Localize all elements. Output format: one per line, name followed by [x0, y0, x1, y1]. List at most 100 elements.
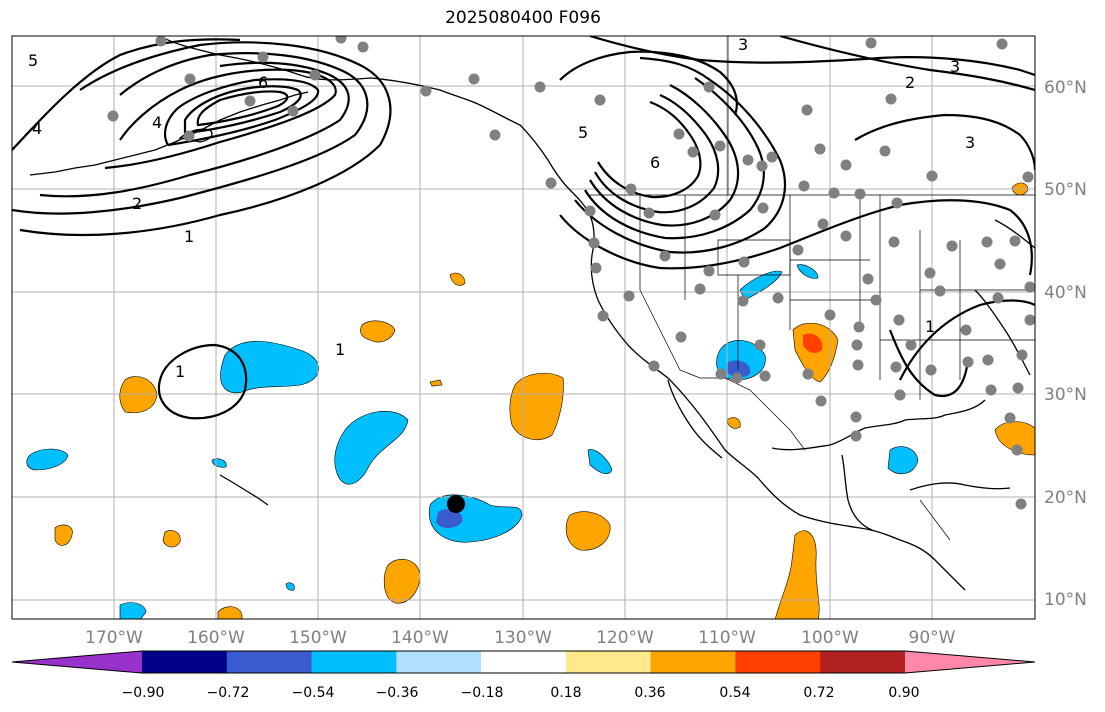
- contour-label: 3: [950, 57, 960, 76]
- lat-label: 50°N: [1044, 180, 1087, 200]
- colorbar: [11, 650, 1036, 674]
- lon-label: 170°W: [85, 628, 143, 648]
- contour-label: 3: [965, 133, 975, 152]
- station-dot: [709, 209, 721, 221]
- station-dot: [287, 105, 299, 117]
- station-dot: [675, 331, 687, 343]
- contour-label: 2: [132, 194, 142, 213]
- station-dot: [817, 218, 829, 230]
- lon-label: 140°W: [391, 628, 449, 648]
- lon-label: 120°W: [596, 628, 654, 648]
- station-dot: [934, 285, 946, 297]
- station-dot: [597, 310, 609, 322]
- anomaly-region: [119, 376, 158, 414]
- station-dot: [731, 372, 743, 384]
- station-dot: [801, 104, 813, 116]
- anomaly-region: [360, 320, 396, 343]
- station-dot: [981, 236, 993, 248]
- station-dot: [694, 283, 706, 295]
- station-dot: [183, 130, 195, 142]
- station-dot: [643, 207, 655, 219]
- anomaly-region: [383, 558, 421, 604]
- station-dot: [756, 160, 768, 172]
- station-dot: [924, 267, 936, 279]
- contour-label: 3: [738, 35, 748, 54]
- station-dot: [1009, 235, 1021, 247]
- colorbar-tick-label: −0.18: [461, 685, 504, 701]
- station-dot: [673, 128, 685, 140]
- station-dot: [184, 73, 196, 85]
- station-dot: [648, 360, 660, 372]
- map-frame: [11, 35, 1036, 620]
- colorbar-extend-high: [905, 651, 1035, 673]
- anomaly-region: [436, 509, 463, 528]
- contour-label: 6: [258, 73, 268, 92]
- anomaly-region: [796, 264, 819, 279]
- anomaly-region: [54, 524, 73, 546]
- station-dot: [996, 38, 1008, 50]
- contour-label: 5: [578, 123, 588, 142]
- station-dot: [840, 159, 852, 171]
- station-dot: [1004, 412, 1016, 424]
- station-dot: [714, 140, 726, 152]
- contour-label: 4: [32, 119, 42, 138]
- anomaly-region: [449, 272, 466, 286]
- station-dot: [590, 262, 602, 274]
- station-dot: [1015, 498, 1027, 510]
- station-dot: [1011, 444, 1023, 456]
- station-dot: [982, 354, 994, 366]
- colorbar-tick-labels: −0.90 −0.72 −0.54 −0.36 −0.18 0.18 0.36 …: [122, 685, 920, 701]
- station-dot: [738, 256, 750, 268]
- station-dot: [946, 240, 958, 252]
- colorbar-segment: [226, 651, 313, 673]
- station-dot: [335, 36, 347, 44]
- station-dot: [757, 202, 769, 214]
- station-dot: [890, 361, 902, 373]
- station-dot: [545, 177, 557, 189]
- colorbar-tick-label: 0.36: [634, 685, 665, 701]
- station-dot: [814, 143, 826, 155]
- lon-label: 90°W: [909, 628, 956, 648]
- lon-label: 130°W: [494, 628, 552, 648]
- lat-label: 10°N: [1044, 590, 1087, 610]
- station-dot: [309, 69, 321, 81]
- station-dot: [759, 370, 771, 382]
- station-dot: [623, 290, 635, 302]
- station-dot: [715, 368, 727, 380]
- colorbar-outline: [11, 650, 1036, 674]
- station-dot: [865, 37, 877, 49]
- station-dot: [772, 292, 784, 304]
- lat-label: 20°N: [1044, 488, 1087, 508]
- colorbar-tick-label: 0.18: [550, 685, 581, 701]
- station-dot: [891, 197, 903, 209]
- station-dot: [962, 356, 974, 368]
- station-dot: [828, 187, 840, 199]
- colorbar-segment: [311, 651, 397, 673]
- colorbar-tick-label: −0.72: [207, 685, 250, 701]
- anomaly-region: [739, 270, 783, 301]
- station-dot: [870, 294, 882, 306]
- anomaly-region: [334, 411, 409, 485]
- anomaly-region: [587, 449, 613, 475]
- station-dot: [840, 230, 852, 242]
- colorbar-segment: [481, 651, 567, 673]
- lat-label: 60°N: [1044, 78, 1087, 98]
- station-dot: [815, 395, 827, 407]
- station-dot: [824, 309, 836, 321]
- station-dot: [985, 384, 997, 396]
- station-dot: [588, 237, 600, 249]
- colorbar-tick-label: 0.90: [888, 685, 919, 701]
- anomaly-region: [994, 421, 1035, 456]
- station-dot: [852, 359, 864, 371]
- anomaly-region: [429, 379, 443, 387]
- contour-label: 1: [184, 227, 194, 246]
- contour-labels: 5 4 6 4 2 1 3 2 3 5 6 3 1 1 1: [28, 35, 975, 381]
- colorbar-tick-label: 0.72: [803, 685, 834, 701]
- colorbar-segment: [396, 651, 482, 673]
- station-dot: [893, 314, 905, 326]
- station-dot: [687, 146, 699, 158]
- station-dot: [1012, 382, 1024, 394]
- station-dot: [742, 154, 754, 166]
- map-area: 5 4 6 4 2 1 3 2 3 5 6 3 1 1 1: [12, 35, 1035, 619]
- contour-label: 4: [152, 113, 162, 132]
